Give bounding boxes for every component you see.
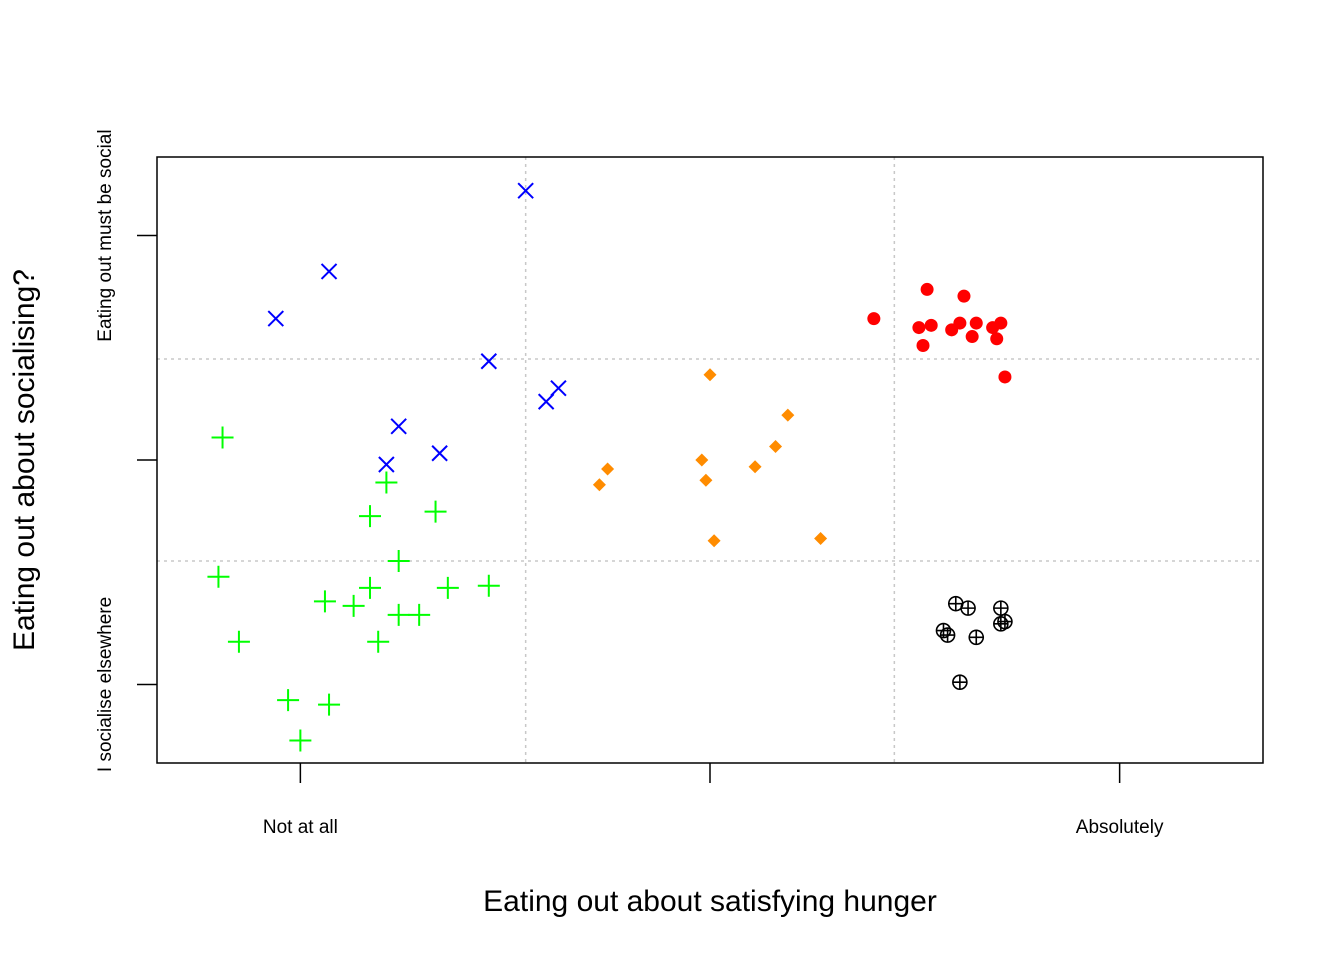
data-point-s1-2 xyxy=(517,182,534,199)
data-point-s3-1 xyxy=(920,282,934,296)
data-point-s1-1 xyxy=(320,263,338,280)
data-point-s3-3 xyxy=(912,321,926,335)
y-tick-label-2: Eating out must be social xyxy=(95,129,116,341)
data-point-s3-13 xyxy=(998,370,1012,384)
data-point-s0-14 xyxy=(375,471,398,494)
data-point-s0-9 xyxy=(367,630,390,653)
data-point-s0-15 xyxy=(424,500,447,523)
data-point-s2-3 xyxy=(748,460,762,474)
data-point-s0-4 xyxy=(318,693,341,716)
data-point-s2-2 xyxy=(769,440,783,454)
x-tick-label-0: Not at all xyxy=(263,817,338,838)
data-point-s3-11 xyxy=(994,316,1008,330)
data-point-s3-4 xyxy=(924,318,938,332)
data-point-s0-1 xyxy=(207,565,230,588)
data-point-s3-8 xyxy=(969,316,983,330)
data-point-s0-16 xyxy=(436,576,459,599)
data-point-s4-2 xyxy=(993,600,1009,616)
data-point-s0-12 xyxy=(408,603,431,626)
data-point-s3-6 xyxy=(953,316,967,330)
y-axis-title: Eating out about socialising? xyxy=(8,269,41,651)
data-point-s0-7 xyxy=(342,594,365,617)
data-point-s1-3 xyxy=(480,353,498,370)
data-point-s2-4 xyxy=(695,453,709,467)
data-point-s2-0 xyxy=(703,368,717,382)
x-axis-title: Eating out about satisfying hunger xyxy=(483,885,937,918)
data-point-s1-8 xyxy=(431,445,448,462)
data-point-s4-4 xyxy=(939,627,956,643)
data-point-s1-6 xyxy=(390,418,407,435)
data-point-s4-8 xyxy=(952,674,968,691)
data-point-s0-6 xyxy=(313,590,336,613)
data-point-s0-11 xyxy=(387,603,410,626)
data-point-s2-1 xyxy=(781,408,795,422)
data-point-s1-5 xyxy=(550,379,567,397)
data-point-s0-3 xyxy=(277,689,300,712)
data-point-s3-2 xyxy=(957,289,971,303)
grid-lines xyxy=(157,157,1263,763)
data-point-s0-2 xyxy=(227,630,250,653)
x-tick-label-2: Absolutely xyxy=(1076,817,1164,838)
data-point-s0-13 xyxy=(359,505,382,528)
data-point-s3-10 xyxy=(990,332,1004,346)
data-point-s4-5 xyxy=(968,629,985,646)
data-point-s3-7 xyxy=(965,330,979,344)
data-point-s3-0 xyxy=(867,312,881,326)
data-point-s0-17 xyxy=(477,574,500,597)
data-point-s4-7 xyxy=(993,616,1009,632)
data-point-s2-5 xyxy=(699,473,713,487)
y-tick-label-0: I socialise elsewhere xyxy=(95,597,116,772)
plot-frame xyxy=(156,156,1264,764)
data-point-s1-4 xyxy=(537,393,555,410)
data-point-s1-0 xyxy=(267,310,285,327)
data-point-s0-0 xyxy=(211,426,234,449)
data-point-s2-7 xyxy=(592,478,606,492)
data-point-s3-12 xyxy=(916,339,930,353)
data-points xyxy=(207,182,1013,752)
axes: Not at all Absolutely I socialise elsewher… xyxy=(95,129,1164,838)
data-point-s2-6 xyxy=(601,462,615,476)
data-point-s2-8 xyxy=(707,534,721,548)
data-point-s2-9 xyxy=(814,532,828,546)
data-point-s0-5 xyxy=(289,729,312,752)
data-point-s1-7 xyxy=(378,456,395,473)
data-point-s0-10 xyxy=(387,550,410,572)
data-point-s4-1 xyxy=(960,600,976,616)
data-point-s0-8 xyxy=(359,576,382,599)
